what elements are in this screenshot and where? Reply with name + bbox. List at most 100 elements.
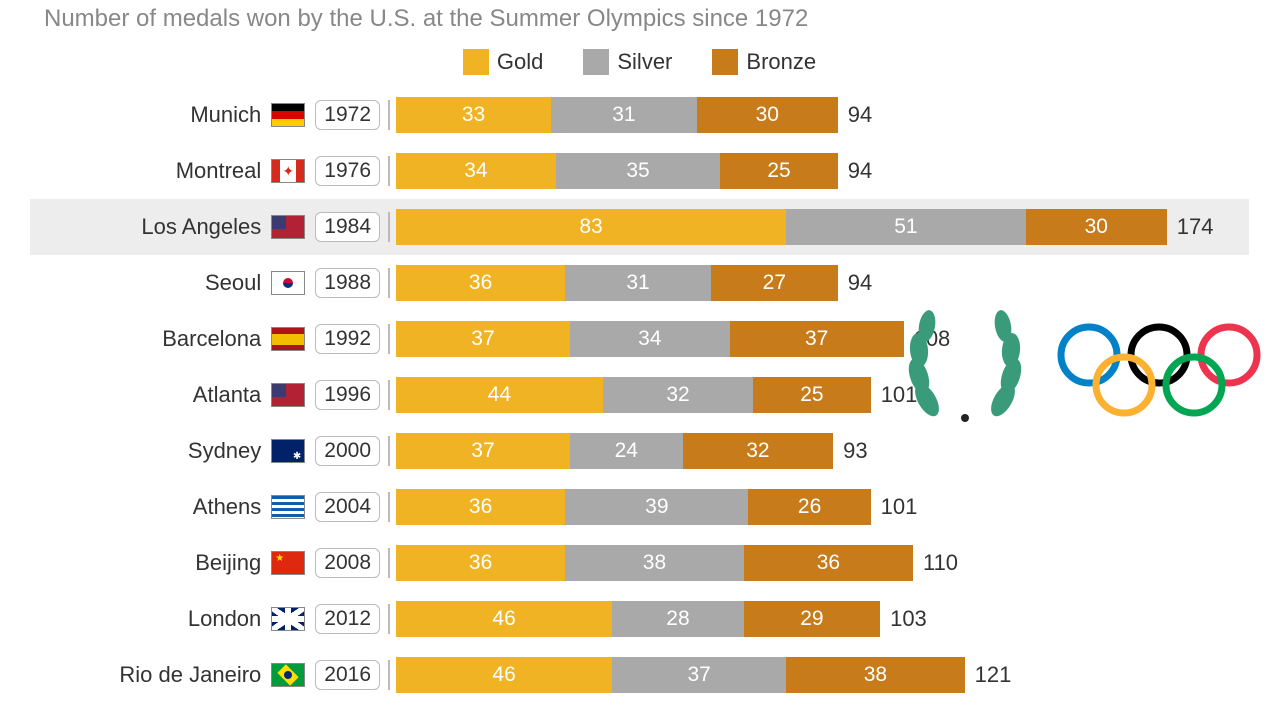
city-label: Seoul	[205, 270, 261, 296]
decorations	[885, 300, 1269, 435]
row-label-group: Beijing 2008	[30, 548, 390, 578]
flag-icon	[271, 439, 305, 463]
row-label-group: Munich 1972	[30, 100, 390, 130]
flag-icon	[271, 327, 305, 351]
row-label-group: Sydney 2000	[30, 436, 390, 466]
city-label: Sydney	[188, 438, 261, 464]
flag-icon	[271, 663, 305, 687]
chart-row: London 2012 46 28 29 103	[30, 591, 1249, 647]
flag-icon	[271, 271, 305, 295]
bar-group: 46 37 38 121	[390, 657, 1249, 693]
city-label: Beijing	[195, 550, 261, 576]
year-badge: 1996	[315, 380, 380, 410]
flag-icon	[271, 607, 305, 631]
silver-segment: 32	[603, 377, 753, 413]
chart-title: Number of medals won by the U.S. at the …	[30, 0, 1249, 43]
city-label: London	[188, 606, 261, 632]
total-label: 121	[975, 662, 1012, 688]
bar-group: 37 24 32 93	[390, 433, 1249, 469]
row-label-group: Los Angeles 1984	[30, 212, 390, 242]
row-label-group: Atlanta 1996	[30, 380, 390, 410]
bronze-segment: 30	[697, 97, 838, 133]
flag-icon: ✦	[271, 159, 305, 183]
year-badge: 2016	[315, 660, 380, 690]
total-label: 103	[890, 606, 927, 632]
flag-icon	[271, 495, 305, 519]
total-label: 110	[923, 550, 958, 576]
bar-group: 33 31 30 94	[390, 97, 1249, 133]
silver-segment: 39	[565, 489, 748, 525]
chart-row: Athens 2004 36 39 26 101	[30, 479, 1249, 535]
row-label-group: Seoul 1988	[30, 268, 390, 298]
silver-segment: 35	[556, 153, 721, 189]
silver-segment: 31	[551, 97, 697, 133]
gold-segment: 36	[396, 489, 565, 525]
legend-label: Bronze	[746, 49, 816, 75]
bronze-segment: 38	[786, 657, 965, 693]
gold-segment: 37	[396, 321, 570, 357]
year-badge: 2000	[315, 436, 380, 466]
chart-row: Los Angeles 1984 83 51 30 174	[30, 199, 1249, 255]
bar-group: 83 51 30 174	[390, 209, 1249, 245]
silver-segment: 34	[570, 321, 730, 357]
legend-label: Silver	[617, 49, 672, 75]
chart-row: Beijing 2008 36 38 36 110	[30, 535, 1249, 591]
year-badge: 1984	[315, 212, 380, 242]
bronze-segment: 37	[730, 321, 904, 357]
city-label: Barcelona	[162, 326, 261, 352]
year-badge: 1972	[315, 100, 380, 130]
bar-group: 36 39 26 101	[390, 489, 1249, 525]
total-label: 93	[843, 438, 867, 464]
legend-item: Gold	[463, 49, 543, 75]
gold-segment: 34	[396, 153, 556, 189]
legend-item: Bronze	[712, 49, 816, 75]
row-label-group: Barcelona 1992	[30, 324, 390, 354]
gold-segment: 37	[396, 433, 570, 469]
gold-segment: 33	[396, 97, 551, 133]
gold-segment: 83	[396, 209, 786, 245]
silver-segment: 38	[565, 545, 744, 581]
gold-segment: 36	[396, 265, 565, 301]
city-label: Atlanta	[193, 382, 262, 408]
gold-segment: 44	[396, 377, 603, 413]
total-label: 101	[881, 494, 918, 520]
laurel-icon	[885, 300, 1045, 430]
row-label-group: Rio de Janeiro 2016	[30, 660, 390, 690]
silver-segment: 51	[786, 209, 1026, 245]
legend-label: Gold	[497, 49, 543, 75]
year-badge: 2008	[315, 548, 380, 578]
city-label: Rio de Janeiro	[119, 662, 261, 688]
legend: Gold Silver Bronze	[30, 43, 1249, 87]
legend-item: Silver	[583, 49, 672, 75]
bronze-segment: 32	[683, 433, 833, 469]
city-label: Athens	[193, 494, 262, 520]
bronze-segment: 36	[744, 545, 913, 581]
legend-swatch	[463, 49, 489, 75]
bar-group: 36 31 27 94	[390, 265, 1249, 301]
flag-icon	[271, 551, 305, 575]
bar-group: 34 35 25 94	[390, 153, 1249, 189]
olympic-rings-icon	[1049, 320, 1269, 430]
bronze-segment: 27	[711, 265, 838, 301]
total-label: 174	[1177, 214, 1214, 240]
row-label-group: Montreal ✦ 1976	[30, 156, 390, 186]
bar-group: 46 28 29 103	[390, 601, 1249, 637]
city-label: Montreal	[176, 158, 262, 184]
gold-segment: 46	[396, 657, 612, 693]
year-badge: 1992	[315, 324, 380, 354]
gold-segment: 46	[396, 601, 612, 637]
year-badge: 1988	[315, 268, 380, 298]
flag-icon	[271, 215, 305, 239]
chart-row: Rio de Janeiro 2016 46 37 38 121	[30, 647, 1249, 703]
silver-segment: 31	[565, 265, 711, 301]
row-label-group: London 2012	[30, 604, 390, 634]
total-label: 94	[848, 158, 872, 184]
chart-row: Montreal ✦ 1976 34 35 25 94	[30, 143, 1249, 199]
row-label-group: Athens 2004	[30, 492, 390, 522]
year-badge: 2012	[315, 604, 380, 634]
city-label: Munich	[190, 102, 261, 128]
bar-group: 36 38 36 110	[390, 545, 1249, 581]
bronze-segment: 30	[1026, 209, 1167, 245]
legend-swatch	[712, 49, 738, 75]
flag-icon	[271, 383, 305, 407]
